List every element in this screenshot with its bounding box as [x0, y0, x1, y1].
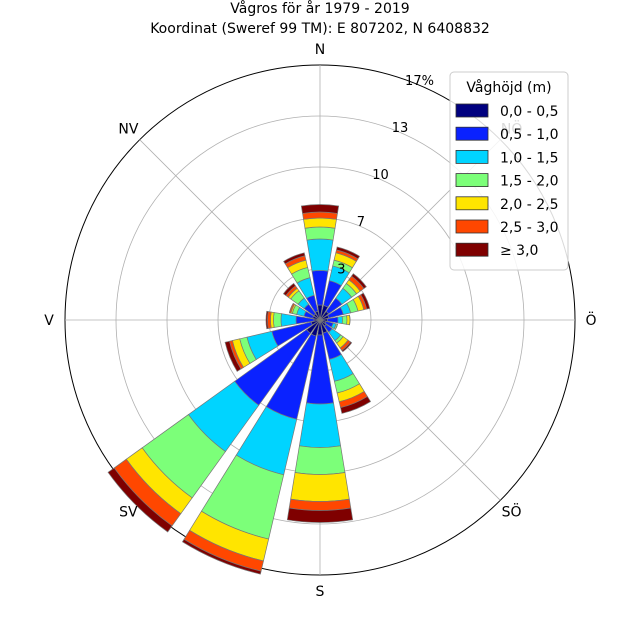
radial-tick-label: 10 [372, 168, 389, 183]
rose-segment-N-bin-2 [306, 238, 334, 272]
rose-segment-Ö-bin-2 [337, 315, 343, 325]
rose-segment-NNV-bin-6 [283, 252, 306, 265]
legend-swatch [455, 219, 489, 234]
legend-label: 0,0 - 0,5 [500, 104, 558, 120]
rose-segment-NV-bin-6 [282, 282, 296, 296]
legend-label: 0,5 - 1,0 [500, 127, 558, 143]
radial-tick-label: 17% [405, 74, 434, 89]
legend-label: ≥ 3,0 [500, 243, 538, 259]
radial-tick-label: 13 [392, 121, 409, 136]
radial-tick-label: 7 [357, 215, 365, 230]
legend-swatch [455, 173, 489, 188]
rose-segment-NNÖ-bin-6 [336, 246, 361, 260]
legend-swatch [455, 103, 489, 118]
grid-spoke [319, 319, 501, 501]
direction-label-n: N [315, 42, 325, 58]
rose-segment-S-bin-4 [290, 472, 350, 502]
chart-title: Vågros för år 1979 - 2019 [230, 0, 409, 17]
rose-segment-S-bin-3 [294, 445, 346, 475]
radial-tick-label: 3 [337, 262, 345, 277]
rose-bars [107, 204, 372, 575]
rose-segment-ÖSÖ-bin-6 [334, 324, 338, 330]
rose-segment-N-bin-5 [302, 211, 338, 220]
chart-subtitle: Koordinat (Sweref 99 TM): E 807202, N 64… [150, 21, 490, 37]
legend-label: 2,5 - 3,0 [500, 220, 558, 236]
rose-segment-N-bin-6 [300, 204, 340, 214]
rose-segment-SÖ-bin-6 [341, 341, 353, 353]
direction-label-nw: NV [118, 121, 138, 137]
rose-segment-SSÖ-bin-6 [340, 396, 372, 414]
direction-label-se: SÖ [502, 503, 522, 521]
radial-tick-labels: 3 7 10 13 17% [337, 74, 434, 277]
legend: Våghöjd (m) 0,0 - 0,5 0,5 - 1,0 1,0 - 1,5 1,… [449, 71, 569, 271]
rose-segment-Ö-bin-3 [341, 315, 348, 325]
direction-label-sw: SV [119, 505, 138, 521]
rose-segment-S-bin-2 [298, 402, 342, 448]
legend-label: 2,0 - 2,5 [500, 197, 558, 213]
legend-title: Våghöjd (m) [466, 79, 551, 96]
legend-swatch [455, 196, 489, 211]
rose-segment-SV-bin-6 [107, 467, 173, 533]
rose-segment-ÖNÖ-bin-6 [360, 292, 371, 310]
legend-swatch [455, 126, 489, 141]
rose-segment-N-bin-3 [304, 226, 336, 241]
direction-label-s: S [316, 584, 325, 600]
rose-segment-VSV-bin-6 [224, 340, 242, 372]
legend-swatch [455, 149, 489, 164]
rose-segment-S-bin-6 [286, 507, 354, 523]
rose-segment-VNV-bin-6 [288, 303, 294, 313]
legend-frame [449, 71, 569, 271]
rose-segment-SSV-bin-6 [181, 538, 262, 575]
legend-label: 1,0 - 1,5 [500, 150, 558, 166]
rose-segment-NÖ-bin-6 [351, 273, 367, 289]
direction-label-e: Ö [585, 311, 596, 329]
rose-segment-V-bin-3 [273, 312, 282, 328]
rose-segment-N-bin-4 [303, 217, 337, 229]
legend-swatch [455, 242, 489, 257]
direction-label-w: V [44, 313, 54, 329]
legend-label: 1,5 - 2,0 [500, 174, 558, 190]
rose-segment-V-bin-2 [280, 313, 297, 327]
rose-segment-V-bin-6 [265, 310, 269, 330]
